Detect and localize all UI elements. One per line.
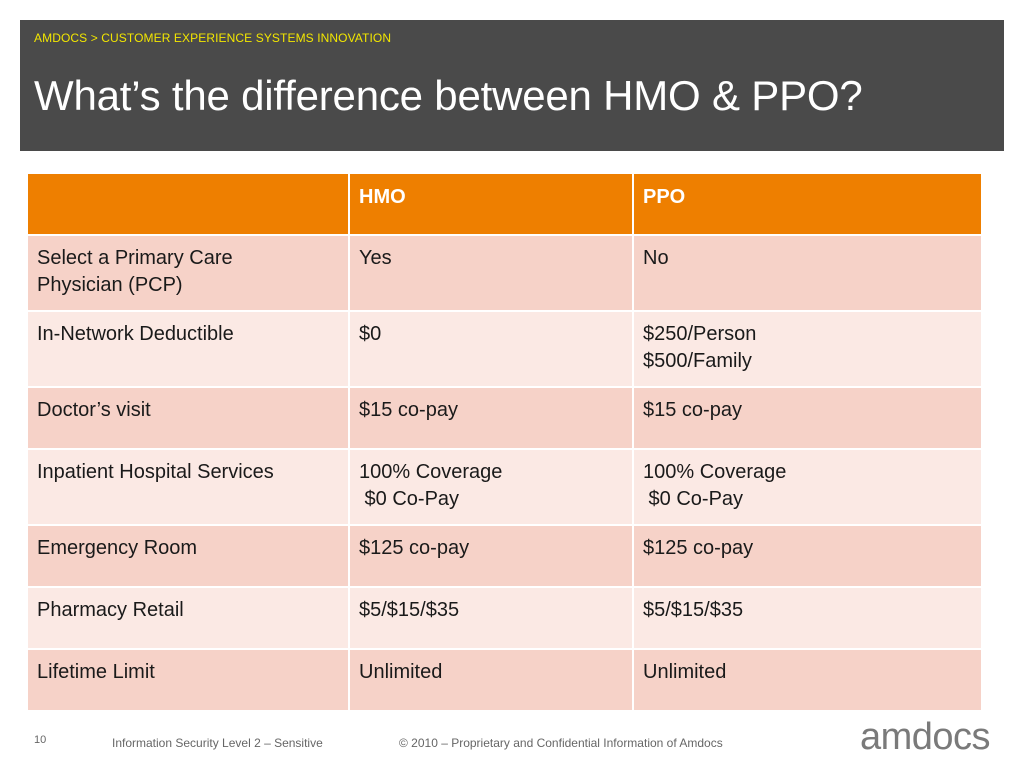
cell-text: 100% Coverage bbox=[359, 461, 503, 483]
cell-text: $15 co-pay bbox=[643, 399, 742, 421]
ppo-value-cell: No bbox=[632, 234, 983, 312]
table-row: Select a Primary Care Physician (PCP) Yes N… bbox=[26, 234, 983, 312]
ppo-value-cell: $5/$15/$35 bbox=[632, 586, 983, 650]
hmo-value-cell: Unlimited bbox=[348, 648, 634, 712]
cell-text: $5/$15/$35 bbox=[643, 599, 744, 621]
hmo-value-cell: 100% Coverage $0 Co-Pay bbox=[348, 448, 634, 526]
cell-text: 100% Coverage bbox=[643, 461, 787, 483]
row-label-cell: Select a Primary Care Physician (PCP) bbox=[26, 234, 350, 312]
table-header-row: HMO PPO bbox=[26, 172, 983, 236]
cell-text: Unlimited bbox=[359, 661, 443, 683]
table-row: Lifetime Limit Unlimited Unlimited bbox=[26, 648, 983, 712]
cell-text: Unlimited bbox=[643, 661, 727, 683]
cell-text: $15 co-pay bbox=[359, 399, 458, 421]
ppo-value-cell: $125 co-pay bbox=[632, 524, 983, 588]
row-label-cell: Lifetime Limit bbox=[26, 648, 350, 712]
page-number: 10 bbox=[34, 734, 47, 746]
row-label-cell: Emergency Room bbox=[26, 524, 350, 588]
row-label-cell: Pharmacy Retail bbox=[26, 586, 350, 650]
hmo-value-cell: $0 bbox=[348, 310, 634, 388]
ppo-value-cell: $15 co-pay bbox=[632, 386, 983, 450]
cell-text: $500/Family bbox=[643, 350, 752, 372]
hmo-value-cell: $125 co-pay bbox=[348, 524, 634, 588]
table-row: Inpatient Hospital Services 100% Coverage… bbox=[26, 448, 983, 526]
header-cell-empty bbox=[26, 172, 350, 236]
row-label-cell: Doctor’s visit bbox=[26, 386, 350, 450]
security-level: Information Security Level 2 – Sensitive bbox=[112, 736, 323, 750]
cell-text: $5/$15/$35 bbox=[359, 599, 460, 621]
row-label-cell: In-Network Deductible bbox=[26, 310, 350, 388]
cell-text: No bbox=[643, 247, 669, 269]
hmo-value-cell: Yes bbox=[348, 234, 634, 312]
table-row: In-Network Deductible $0 $250/Person $500/F… bbox=[26, 310, 983, 388]
header-cell-ppo: PPO bbox=[632, 172, 983, 236]
cell-text: In-Network Deductible bbox=[37, 323, 234, 345]
cell-text: $0 Co-Pay bbox=[359, 488, 460, 510]
cell-text: $125 co-pay bbox=[643, 537, 754, 559]
amdocs-logo: amdocs bbox=[860, 716, 991, 758]
cell-text: Physician (PCP) bbox=[37, 274, 183, 296]
slide-header: AMDOCS > CUSTOMER EXPERIENCE SYSTEMS INN… bbox=[20, 20, 1004, 151]
table-row: Emergency Room $125 co-pay $125 co-pay bbox=[26, 524, 983, 588]
cell-text: Doctor’s visit bbox=[37, 399, 151, 421]
ppo-value-cell: $250/Person $500/Family bbox=[632, 310, 983, 388]
slide-title: What’s the difference between HMO & PPO? bbox=[34, 72, 863, 119]
hmo-value-cell: $15 co-pay bbox=[348, 386, 634, 450]
row-label-cell: Inpatient Hospital Services bbox=[26, 448, 350, 526]
cell-text: Select a Primary Care bbox=[37, 247, 233, 269]
copyright-notice: © 2010 – Proprietary and Confidential In… bbox=[399, 736, 723, 750]
table-row: Doctor’s visit $15 co-pay $15 co-pay bbox=[26, 386, 983, 450]
header-cell-hmo: HMO bbox=[348, 172, 634, 236]
table-row: Pharmacy Retail $5/$15/$35 $5/$15/$35 bbox=[26, 586, 983, 650]
ppo-value-cell: Unlimited bbox=[632, 648, 983, 712]
cell-text: Lifetime Limit bbox=[37, 661, 155, 683]
cell-text: Pharmacy Retail bbox=[37, 599, 184, 621]
ppo-value-cell: 100% Coverage $0 Co-Pay bbox=[632, 448, 983, 526]
cell-text: Inpatient Hospital Services bbox=[37, 461, 274, 483]
cell-text: $0 bbox=[359, 323, 382, 345]
hmo-value-cell: $5/$15/$35 bbox=[348, 586, 634, 650]
cell-text: $125 co-pay bbox=[359, 537, 470, 559]
cell-text: Emergency Room bbox=[37, 537, 198, 559]
comparison-table: HMO PPO Select a Primary Care Physician (… bbox=[26, 172, 983, 712]
cell-text: $0 Co-Pay bbox=[643, 488, 744, 510]
breadcrumb: AMDOCS > CUSTOMER EXPERIENCE SYSTEMS INN… bbox=[34, 31, 392, 45]
cell-text: $250/Person bbox=[643, 323, 757, 345]
cell-text: Yes bbox=[359, 247, 392, 269]
